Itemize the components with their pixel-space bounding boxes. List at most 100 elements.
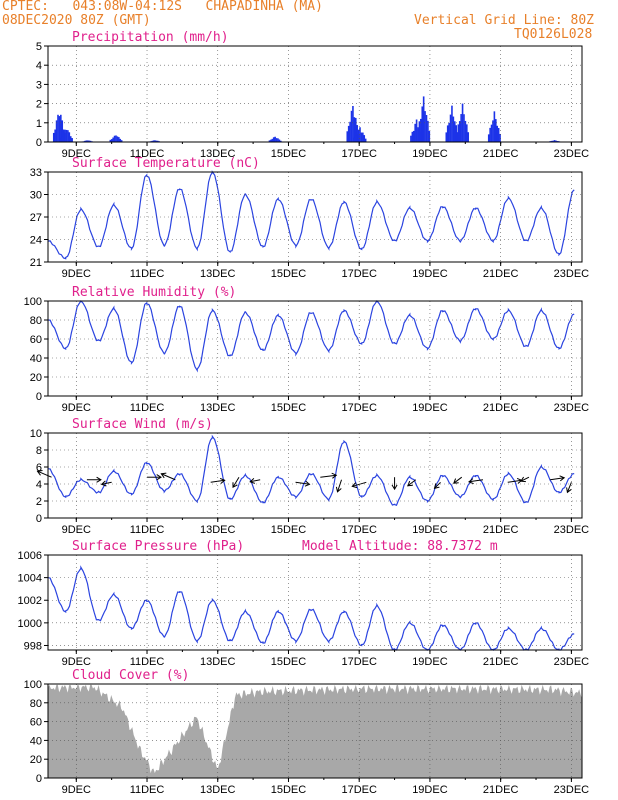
x-tick-label: 23DEC: [554, 656, 590, 668]
wind-arrow-head: [304, 480, 311, 487]
precip-bar: [68, 132, 71, 142]
precip-bar: [461, 103, 464, 142]
x-tick-label: 15DEC: [271, 268, 307, 280]
precip-bar: [58, 116, 61, 142]
precip-bar: [62, 132, 65, 142]
wind-arrow-shaft: [507, 479, 522, 483]
x-tick-label: 15DEC: [271, 402, 307, 414]
wind-arrow-shaft: [453, 476, 463, 484]
wind-arrow-head: [156, 474, 162, 481]
wind-arrow-shaft: [520, 476, 530, 482]
wind-arrow-shaft: [407, 479, 417, 487]
x-tick-label: 11DEC: [130, 656, 165, 668]
wind-arrow-head: [351, 482, 358, 489]
x-tick-label: 19DEC: [412, 524, 448, 536]
precip-bar: [496, 125, 499, 142]
x-tick-label: 23DEC: [554, 784, 590, 796]
cloud-area: [48, 684, 582, 778]
y-tick-label: 2: [36, 99, 42, 111]
precip-bar: [350, 110, 353, 142]
x-tick-label: 13DEC: [200, 524, 236, 536]
precip-bar: [154, 140, 156, 142]
precip-bar: [349, 121, 351, 142]
precip-bar: [359, 127, 361, 142]
precip-bar: [354, 117, 357, 142]
wind-arrow-head: [520, 476, 526, 483]
precip-bar: [155, 140, 158, 142]
wind-arrow-shaft: [337, 479, 342, 492]
precip-bar: [353, 137, 356, 142]
precip-bar: [490, 124, 493, 142]
x-tick-label: 21DEC: [483, 656, 519, 668]
precip-bar: [116, 136, 119, 142]
panel-title: Precipitation (mm/h): [72, 30, 229, 45]
precip-bar: [464, 120, 467, 142]
x-tick-label: 17DEC: [341, 784, 377, 796]
y-tick-label: 0: [36, 137, 42, 149]
wind-arrow-head: [219, 477, 226, 484]
precip-bar: [452, 116, 455, 142]
y-tick-label: 80: [30, 315, 42, 327]
x-tick-label: 21DEC: [483, 268, 519, 280]
wind-arrow-shaft: [101, 481, 112, 485]
precip-bar: [69, 136, 72, 142]
x-tick-label: 21DEC: [483, 784, 519, 796]
x-tick-label: 13DEC: [200, 402, 236, 414]
x-tick-label: 9DEC: [62, 656, 91, 668]
x-tick-label: 23DEC: [554, 402, 590, 414]
y-tick-label: 100: [24, 296, 42, 308]
precip-bar: [456, 132, 458, 142]
panel-4: 0 2 4 6 8 10 9DEC 11DEC 13DEC 15DEC 17DEC 19DEC 21DE…: [30, 417, 589, 536]
precip-bar: [453, 121, 456, 142]
wind-arrow-shaft: [352, 481, 367, 487]
precip-bar: [420, 118, 422, 142]
wind-arrow-shaft: [550, 477, 565, 481]
wind-arrow-shaft: [468, 479, 484, 483]
wind-arrow-shaft: [250, 479, 261, 483]
precip-bar: [550, 140, 553, 142]
y-tick-label: 1004: [18, 573, 42, 585]
y-tick-label: 0: [36, 513, 42, 525]
x-tick-label: 9DEC: [62, 402, 91, 414]
precip-bar: [487, 134, 490, 142]
plot-frame: [47, 554, 583, 651]
precip-bar: [415, 119, 418, 142]
grid-note: Vertical Grid Line: 80Z: [414, 13, 595, 28]
precip-bar: [428, 131, 431, 142]
precip-bar: [412, 130, 415, 142]
panel-5: 998 1000 1002 1004 1006 9DEC 11DEC 13DEC 15DEC 17…: [18, 539, 590, 668]
precip-bar: [277, 138, 279, 142]
x-tick-label: 11DEC: [130, 402, 165, 414]
x-tick-label: 11DEC: [130, 268, 165, 280]
precip-bar: [346, 131, 349, 142]
wind-arrow-shaft: [434, 481, 441, 489]
precip-bar: [151, 140, 153, 142]
precip-bar: [449, 114, 452, 142]
series-line: [47, 300, 575, 373]
precip-bar: [467, 132, 470, 142]
x-tick-label: 15DEC: [271, 524, 307, 536]
panel-title: Cloud Cover (%): [72, 668, 189, 683]
wind-arrow-head: [391, 484, 398, 491]
wind-arrow-head: [335, 486, 342, 493]
x-tick-label: 15DEC: [271, 148, 307, 160]
x-tick-label: 11DEC: [130, 784, 165, 796]
plot-frame: [47, 300, 583, 397]
precip-bar: [427, 120, 429, 142]
y-tick-label: 10: [30, 428, 42, 440]
panel-6: 0 20 40 60 80 100 9DEC 11DEC 13DEC 15DEC 17DEC 19DE…: [24, 668, 590, 796]
precip-bar: [424, 111, 426, 142]
y-tick-label: 998: [24, 640, 42, 652]
x-tick-label: 13DEC: [200, 148, 236, 160]
precip-bar: [275, 138, 278, 142]
precip-bar: [446, 125, 449, 142]
x-tick-label: 17DEC: [341, 656, 377, 668]
wind-arrow-head: [433, 483, 440, 489]
precip-bar: [360, 132, 363, 142]
precip-bar: [492, 120, 494, 142]
x-tick-label: 11DEC: [130, 524, 165, 536]
x-tick-label: 19DEC: [412, 784, 448, 796]
x-tick-label: 9DEC: [62, 524, 91, 536]
precip-bar: [555, 140, 557, 142]
wind-arrow-shaft: [37, 470, 52, 478]
